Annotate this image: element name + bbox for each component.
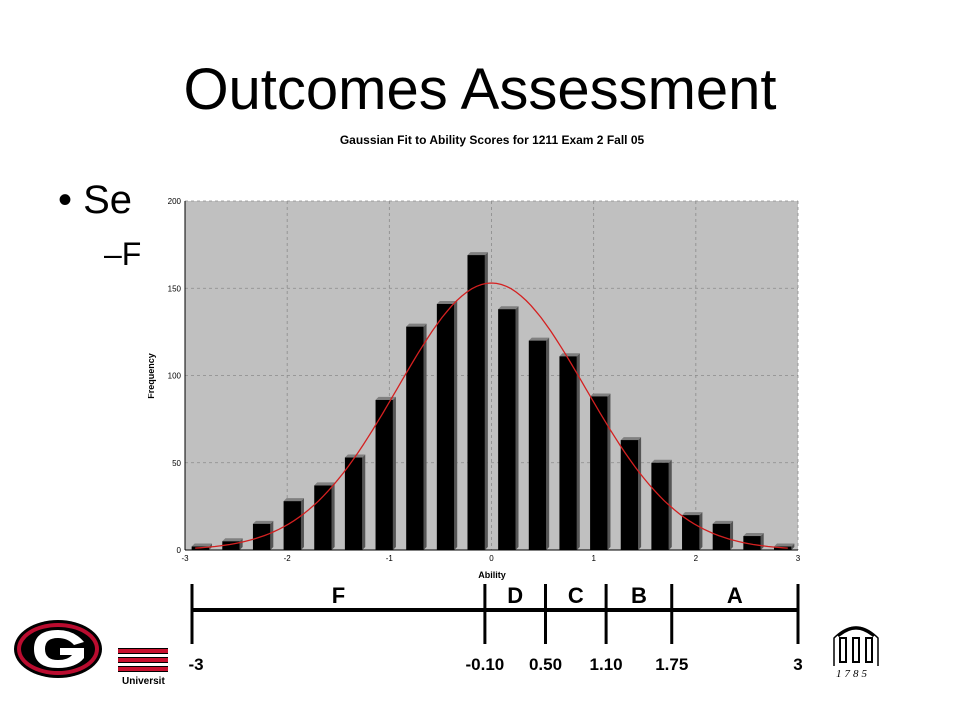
bar-top	[222, 538, 243, 542]
chart-title: Gaussian Fit to Ability Scores for 1211 …	[340, 133, 645, 147]
bar-top	[498, 306, 519, 310]
bar-top	[743, 533, 764, 537]
y-tick-label: 150	[168, 284, 182, 293]
bar-side	[730, 520, 734, 550]
bar-side	[300, 498, 304, 550]
bar-side	[576, 353, 580, 550]
y-tick-label: 200	[168, 197, 182, 206]
x-tick-label: -2	[284, 554, 292, 563]
bar-top	[773, 543, 795, 547]
x-tick-label: 2	[694, 554, 699, 563]
grade-letter: C	[568, 583, 584, 608]
bar-side	[638, 437, 642, 550]
bar-top	[283, 498, 304, 502]
bar	[314, 485, 332, 550]
bar	[498, 309, 516, 550]
bar	[436, 303, 455, 550]
bar-side	[331, 482, 335, 550]
bar-side	[668, 459, 672, 550]
grade-cutoff-label: 0.50	[529, 655, 562, 674]
bar-top	[590, 393, 611, 397]
grade-cutoff-label: 1.75	[655, 655, 688, 674]
bar-side	[454, 300, 458, 550]
grade-scale: F D C B A -3 -0.10 0.50 1.10 1.75 3	[188, 583, 802, 674]
grade-cutoff-label: -0.10	[466, 655, 505, 674]
slide-title: Outcomes Assessment	[183, 57, 777, 122]
ability-histogram-chart: Gaussian Fit to Ability Scores for 1211 …	[148, 133, 801, 580]
bar-side	[515, 306, 519, 550]
bar	[467, 255, 485, 550]
x-tick-label: -3	[181, 554, 189, 563]
bar-side	[423, 323, 427, 550]
bullet-main-text: Se	[83, 178, 133, 222]
bullet-sub: –F	[104, 236, 142, 272]
x-tick-label: 1	[591, 554, 596, 563]
bar-top	[620, 437, 642, 441]
x-tick-label: 3	[796, 554, 801, 563]
bar	[528, 340, 547, 550]
bar	[283, 501, 301, 550]
bar-top	[651, 459, 672, 463]
bar-top	[682, 512, 703, 516]
x-axis-label: Ability	[478, 570, 506, 580]
chart-panel: Gaussian Fit to Ability Scores for 1211 …	[148, 128, 808, 582]
grade-letter: A	[727, 583, 743, 608]
grade-cutoff-label: 3	[793, 655, 802, 674]
bar-top	[375, 396, 396, 400]
bar-side	[607, 393, 611, 550]
bar-top	[406, 323, 427, 327]
bar-top	[712, 520, 734, 524]
bar-top	[191, 543, 213, 547]
bar-side	[362, 454, 366, 550]
seal-year: 1785	[836, 668, 870, 680]
grade-letter: F	[332, 583, 345, 608]
grade-letter: B	[631, 583, 647, 608]
bar-top	[314, 482, 335, 486]
y-tick-label: 50	[172, 459, 181, 468]
bar	[651, 462, 669, 550]
bar	[375, 399, 393, 550]
bar-top	[467, 252, 488, 256]
georgia-g-logo	[14, 620, 102, 678]
grade-cutoff-label: 1.10	[590, 655, 623, 674]
x-tick-label: -1	[386, 554, 394, 563]
bar-side	[484, 252, 488, 550]
university-stripes	[118, 648, 168, 678]
bar-side	[392, 396, 396, 550]
bar	[559, 356, 577, 550]
bar-top	[436, 300, 458, 304]
bar	[743, 536, 761, 550]
bar-top	[559, 353, 580, 357]
bar-side	[791, 543, 795, 550]
bar	[406, 326, 424, 550]
gaussian-fit-curve	[195, 282, 788, 549]
bar	[590, 396, 608, 550]
bar	[682, 515, 700, 550]
bar-side	[699, 512, 703, 550]
grade-cutoff-label: -3	[188, 655, 203, 674]
bar	[344, 457, 363, 550]
bar-top	[252, 520, 274, 524]
bullet-main: • Se	[58, 178, 133, 222]
bar	[620, 440, 639, 550]
y-tick-label: 100	[168, 372, 182, 381]
axis-ticks: -3 -2 -1 0 1 2 3 0 50 100 150 200	[168, 197, 801, 563]
grade-letter: D	[507, 583, 523, 608]
university-label: Universit	[122, 676, 165, 687]
bar-top	[528, 337, 550, 341]
bar-side	[239, 538, 243, 550]
y-axis-label: Frequency	[148, 353, 156, 399]
university-arch-seal	[833, 626, 879, 666]
bar	[222, 541, 240, 550]
x-tick-label: 0	[489, 554, 494, 563]
bar-side	[546, 337, 550, 550]
bar-side	[270, 520, 274, 550]
y-tick-label: 0	[177, 546, 182, 555]
